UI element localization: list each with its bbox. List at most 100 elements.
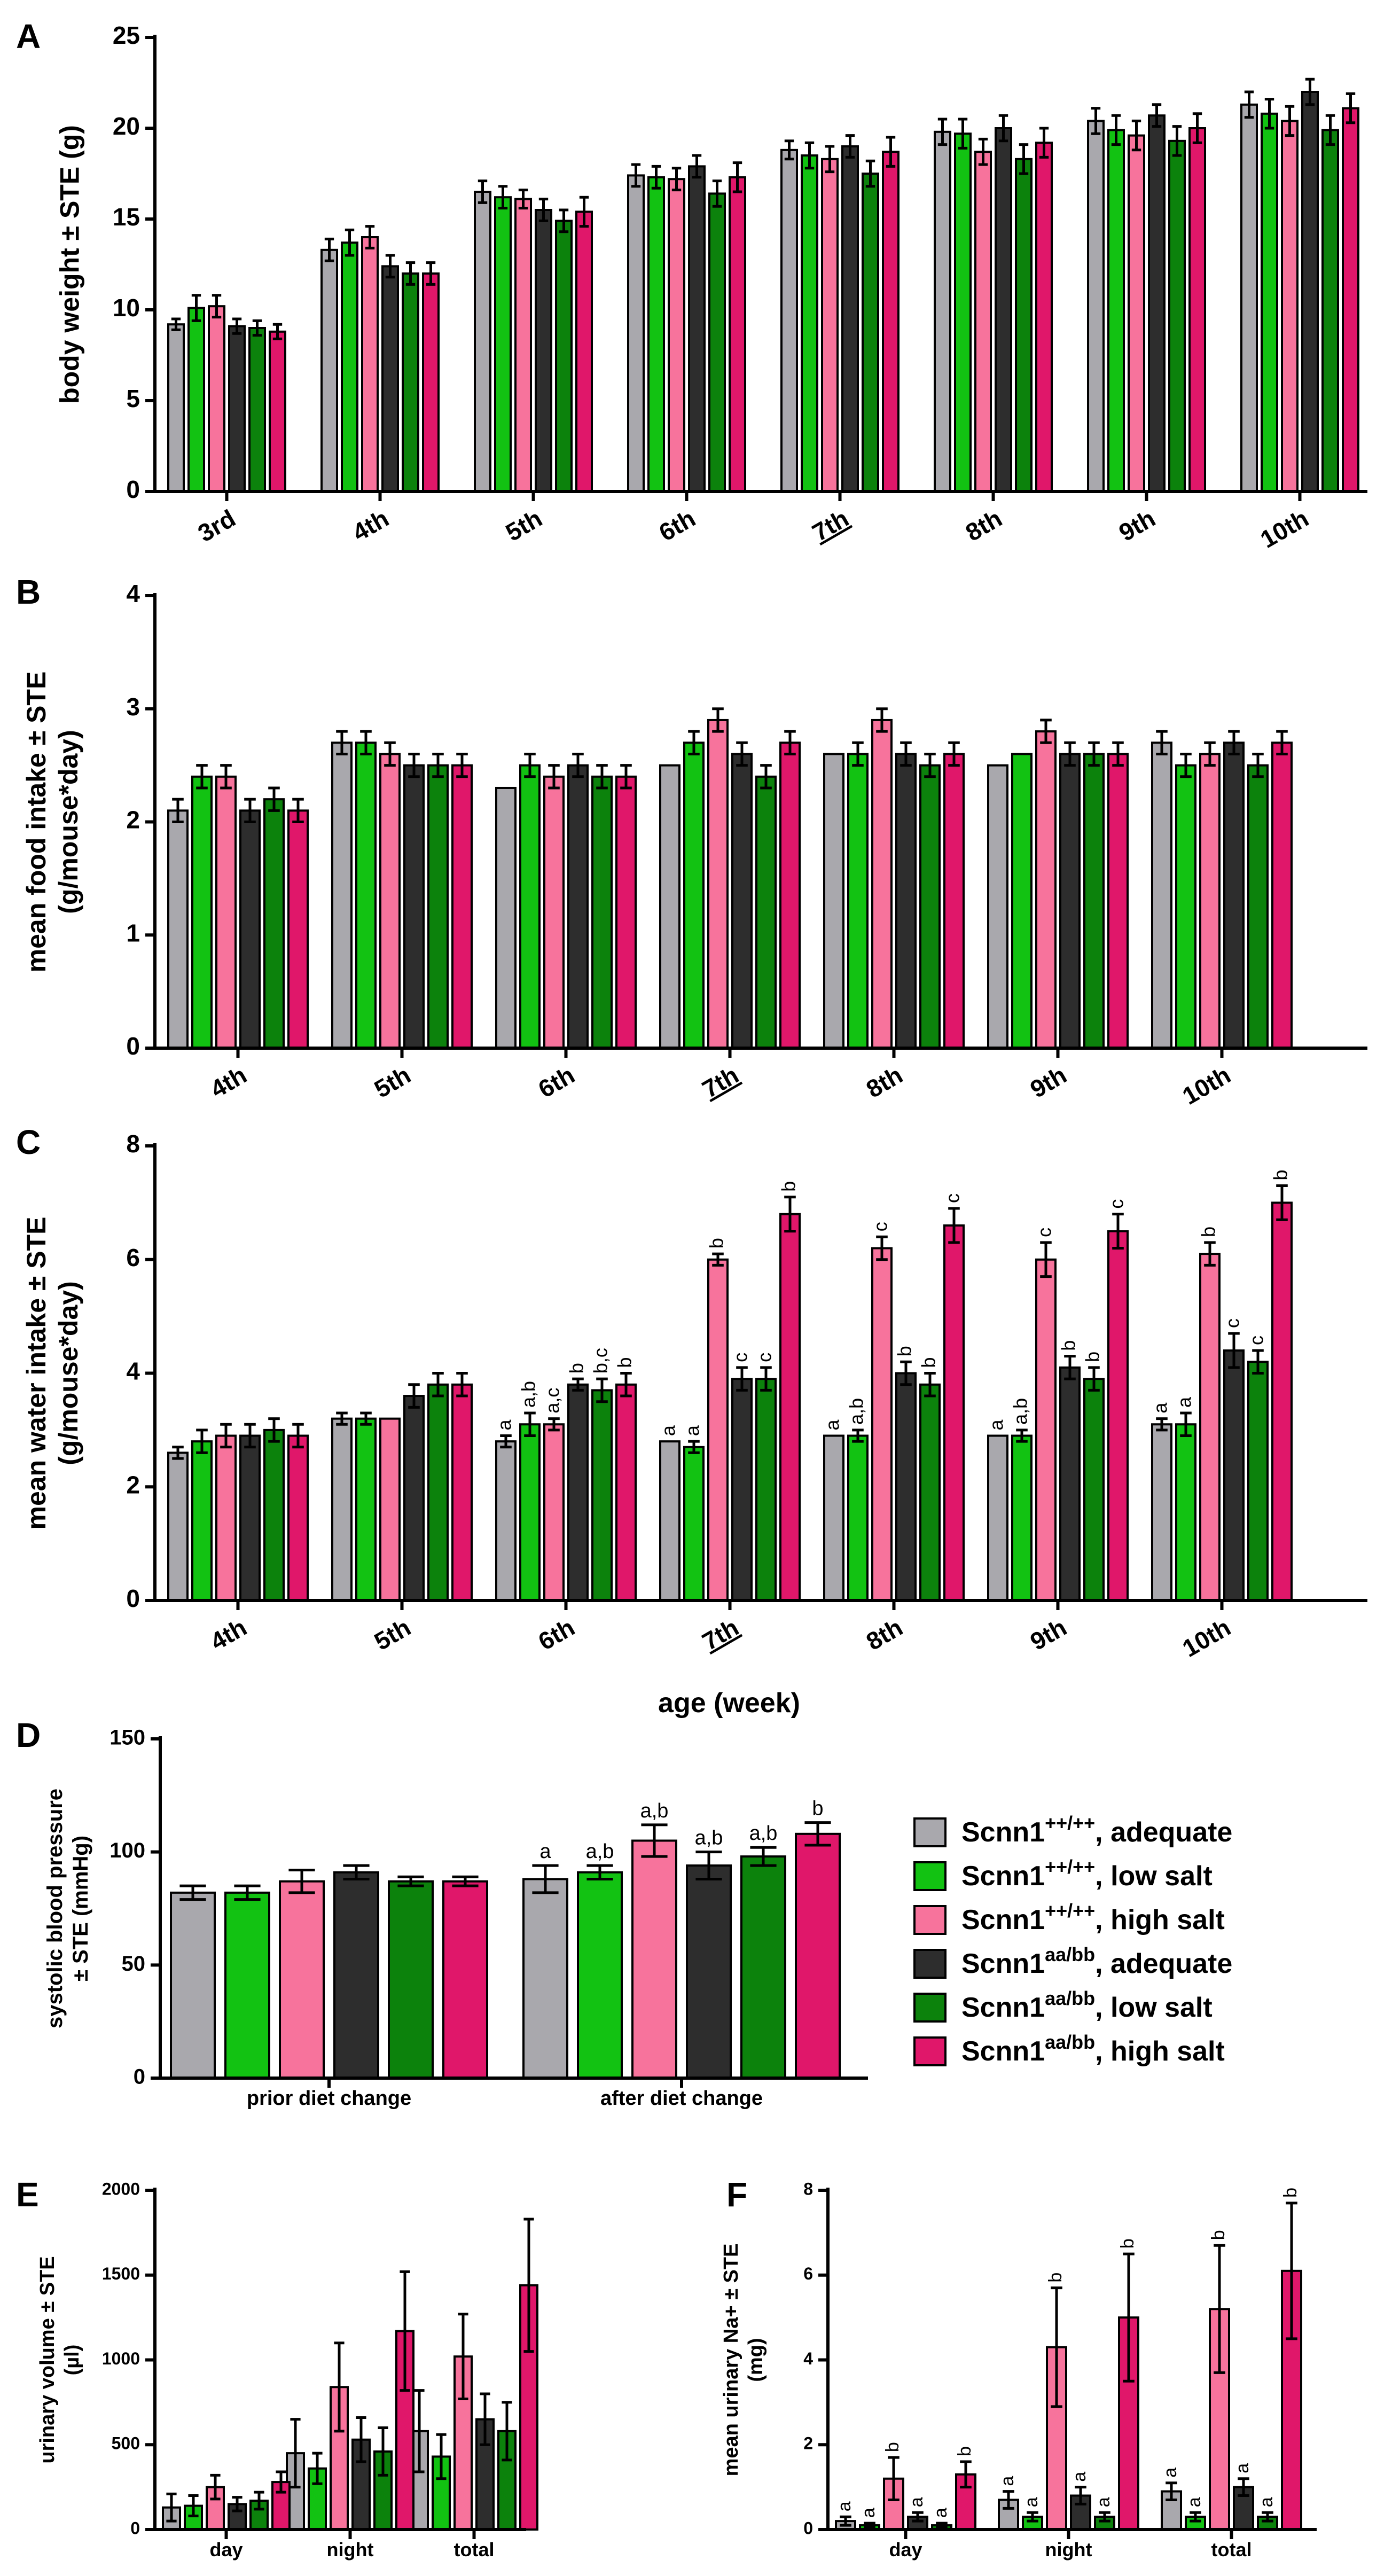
- bar: [823, 1434, 844, 1602]
- bar: [543, 1423, 565, 1602]
- x-tick-label: 6th: [654, 504, 700, 547]
- bar: [320, 248, 338, 493]
- y-tick-label: 2000: [102, 2179, 140, 2198]
- bar: [1247, 1361, 1269, 1602]
- y-axis-label: mean food intake ± STE(g/mouse*day): [21, 672, 83, 973]
- bar: [841, 145, 859, 493]
- significance-label: b: [1058, 1340, 1080, 1351]
- bar: [494, 196, 512, 493]
- bar: [1083, 753, 1105, 1049]
- bar: [543, 775, 565, 1050]
- x-tick-label: 5th: [501, 504, 547, 547]
- legend-item: Scnn1aa/bb, high salt: [913, 2031, 1225, 2067]
- bar: [1083, 1378, 1105, 1602]
- bar: [1128, 134, 1145, 493]
- legend-swatch: [913, 1949, 947, 1979]
- significance-label: a: [997, 2476, 1018, 2486]
- bar: [995, 127, 1012, 493]
- bar: [1223, 1349, 1245, 1602]
- bar: [871, 1247, 893, 1602]
- bar: [882, 151, 900, 493]
- bar: [263, 1428, 285, 1602]
- significance-label: a: [1256, 2497, 1277, 2507]
- y-tick-label: 100: [110, 1839, 145, 1862]
- significance-label: a: [1149, 1402, 1171, 1414]
- bar: [847, 753, 869, 1049]
- y-tick-label: 50: [122, 1952, 146, 1976]
- legend-label: Scnn1++/++, high salt: [961, 1900, 1225, 1935]
- legend-item: Scnn1++/++, adequate: [913, 1812, 1232, 1848]
- significance-label: c: [730, 1353, 752, 1362]
- bar: [239, 1434, 261, 1602]
- legend-label-superscript: ++/++: [1045, 1812, 1095, 1834]
- significance-label: c: [1222, 1318, 1243, 1328]
- bar: [575, 210, 593, 493]
- bar: [495, 1440, 517, 1602]
- x-tick-label: night: [327, 2539, 374, 2561]
- bar: [615, 1383, 637, 1602]
- y-tick-label: 10: [113, 294, 140, 322]
- bar: [1035, 142, 1053, 493]
- bar: [779, 741, 801, 1049]
- significance-label: a: [906, 2497, 927, 2507]
- legend-label-superscript: ++/++: [1045, 1856, 1095, 1878]
- bar: [1175, 764, 1196, 1049]
- significance-label: a: [1021, 2497, 1042, 2507]
- y-axis-label-line: (g/mouse*day): [53, 1281, 83, 1465]
- y-tick-label: 4: [126, 1357, 140, 1385]
- bar: [1199, 1253, 1221, 1602]
- legend-label-prefix: Scnn1: [961, 1817, 1045, 1848]
- bar: [627, 174, 645, 493]
- bar: [170, 1891, 216, 2080]
- bar: [659, 764, 681, 1049]
- bar: [341, 241, 358, 493]
- y-tick-label: 20: [113, 112, 140, 140]
- x-tick-label: 6th: [534, 1613, 580, 1656]
- bar: [187, 307, 205, 493]
- legend-label: Scnn1aa/bb, adequate: [961, 1943, 1232, 1979]
- significance-label: a: [1174, 1396, 1195, 1408]
- y-tick-label: 0: [130, 2518, 140, 2538]
- significance-label: a: [834, 2501, 855, 2511]
- y-axis-label-line: (µl): [61, 2345, 83, 2376]
- x-tick-label: prior diet change: [247, 2087, 411, 2110]
- legend-item: Scnn1aa/bb, low salt: [913, 1987, 1213, 2023]
- significance-label: b,c: [590, 1348, 612, 1373]
- legend-label-prefix: Scnn1: [961, 1992, 1045, 2023]
- x-tick-label: 8th: [961, 504, 1007, 547]
- x-tick-label: after diet change: [600, 2087, 763, 2110]
- bar: [1199, 753, 1221, 1049]
- bar: [239, 809, 261, 1049]
- y-axis-label-line: systolic blood pressure: [43, 1789, 67, 2028]
- legend-label-superscript: aa/bb: [1045, 1943, 1095, 1965]
- significance-label: b: [1117, 2238, 1138, 2249]
- bar: [495, 786, 517, 1049]
- bar: [1321, 129, 1339, 493]
- bar: [519, 1423, 541, 1602]
- bar: [1168, 139, 1186, 493]
- significance-label: b: [882, 2442, 903, 2452]
- panel-letter: D: [16, 1716, 41, 1754]
- significance-label: a,b: [846, 1398, 867, 1425]
- bar: [1342, 107, 1359, 493]
- bar: [331, 1417, 353, 1602]
- y-axis-label-line: ± STE (mmHg): [69, 1836, 92, 1981]
- bar: [1151, 1423, 1172, 1602]
- significance-label: a,b: [586, 1840, 614, 1863]
- y-axis-label-line: mean water intake ± STE: [21, 1217, 51, 1530]
- y-tick-label: 25: [113, 21, 140, 49]
- bar: [686, 1864, 732, 2079]
- bar: [729, 176, 746, 493]
- x-tick-label: 5th: [370, 1061, 416, 1104]
- bar: [451, 764, 473, 1049]
- significance-label: b: [1082, 1352, 1104, 1362]
- bar: [1011, 753, 1033, 1049]
- x-tick-label: 10th: [1178, 1613, 1235, 1662]
- bar: [379, 753, 401, 1049]
- x-tick-label: 5th: [370, 1613, 416, 1656]
- bar: [659, 1440, 681, 1602]
- significance-label: a: [1184, 2497, 1205, 2507]
- significance-label: b: [812, 1798, 823, 1820]
- bar: [934, 130, 951, 493]
- bar: [1011, 1434, 1033, 1602]
